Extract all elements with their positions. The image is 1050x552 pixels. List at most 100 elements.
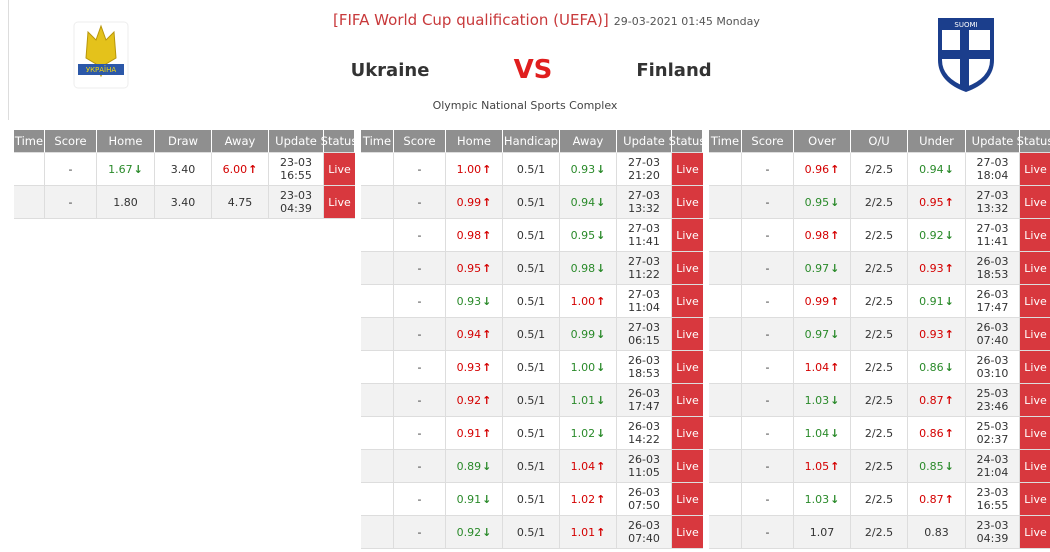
status-cell[interactable]: Live: [1020, 351, 1050, 384]
time-cell: [709, 384, 742, 417]
odds-cell: 2/2.5: [851, 417, 908, 450]
status-cell[interactable]: Live: [324, 153, 355, 186]
status-cell[interactable]: Live: [672, 483, 703, 516]
odds-cell: 23-03 16:55: [269, 153, 324, 186]
status-cell[interactable]: Live: [1020, 483, 1050, 516]
update-time: 11:41: [628, 235, 660, 248]
odds-cell: 0.93: [560, 153, 617, 186]
odds-cell: 0.87: [908, 384, 966, 417]
odds-value: 0.96: [805, 163, 840, 176]
time-cell: [361, 318, 394, 351]
odds-cell: 0.95: [560, 219, 617, 252]
status-cell[interactable]: Live: [1020, 417, 1050, 450]
cell-text: -: [765, 393, 770, 407]
update-time: 11:04: [628, 301, 660, 314]
cell-text: 0.5/1: [516, 360, 546, 374]
column-header: Score: [45, 130, 97, 153]
odds-value: 0.97: [805, 328, 840, 341]
status-cell[interactable]: Live: [1020, 384, 1050, 417]
update-time: 23-03: [280, 189, 312, 202]
column-header: Update: [617, 130, 672, 153]
odds-value: 0.97: [805, 262, 840, 275]
column-header: Status: [669, 130, 705, 153]
live-button: Live: [676, 228, 699, 242]
odds-cell: 0.83: [908, 516, 966, 549]
column-header: Update: [269, 130, 324, 153]
cell-text: -: [765, 459, 770, 473]
odds-value: 1.03: [805, 394, 840, 407]
status-cell[interactable]: Live: [1020, 450, 1050, 483]
cell-text: -: [765, 294, 770, 308]
odds-cell: 4.75: [212, 186, 269, 219]
odds-cell: 2/2.5: [851, 516, 908, 549]
cell-text: -: [765, 525, 770, 539]
update-time: 26-03: [628, 453, 660, 466]
status-cell[interactable]: Live: [1020, 516, 1050, 549]
time-cell: [361, 417, 394, 450]
time-cell: [709, 153, 742, 186]
status-cell[interactable]: Live: [1020, 285, 1050, 318]
status-cell[interactable]: Live: [672, 186, 703, 219]
odds-cell: 1.80: [97, 186, 155, 219]
status-cell[interactable]: Live: [672, 252, 703, 285]
status-cell[interactable]: Live: [1020, 186, 1050, 219]
status-cell[interactable]: Live: [672, 516, 703, 549]
status-cell[interactable]: Live: [672, 417, 703, 450]
status-cell[interactable]: Live: [1020, 153, 1050, 186]
live-button: Live: [676, 261, 699, 275]
odds-value: 0.98: [457, 229, 492, 242]
status-cell[interactable]: Live: [672, 384, 703, 417]
odds-cell: 1.67: [97, 153, 155, 186]
status-cell[interactable]: Live: [1020, 219, 1050, 252]
time-cell: [709, 450, 742, 483]
live-button: Live: [328, 195, 351, 209]
column-header: Status: [1017, 130, 1050, 153]
odds-value: 0.91: [457, 493, 492, 506]
odds-cell: 0.94: [446, 318, 503, 351]
live-button: Live: [1024, 525, 1047, 539]
odds-cell: -: [394, 153, 446, 186]
column-label: Update: [971, 133, 1014, 148]
update-time: 24-03: [976, 453, 1009, 466]
status-cell[interactable]: Live: [672, 450, 703, 483]
time-cell: [361, 153, 394, 186]
update-time: 27-03: [628, 156, 660, 169]
cell-text: 0.5/1: [516, 228, 546, 242]
cell-text: -: [417, 525, 422, 539]
live-button: Live: [1024, 294, 1047, 308]
status-cell[interactable]: Live: [1020, 252, 1050, 285]
odds-cell: -: [742, 252, 794, 285]
odds-value: 0.94: [457, 328, 492, 341]
odds-cell: 1.02: [560, 483, 617, 516]
status-cell[interactable]: Live: [1020, 318, 1050, 351]
odds-value: 0.93: [457, 361, 492, 374]
cell-text: 0.5/1: [516, 261, 546, 275]
status-cell[interactable]: Live: [672, 285, 703, 318]
odds-value: 1.04: [571, 460, 606, 473]
cell-text: -: [765, 195, 770, 209]
cell-text: 2/2.5: [864, 492, 894, 506]
status-cell[interactable]: Live: [672, 318, 703, 351]
odds-cell: 0.97: [794, 252, 851, 285]
odds-cell: 1.01: [560, 516, 617, 549]
odds-cell: 27-03 13:32: [966, 186, 1020, 219]
odds-value: 0.87: [919, 394, 954, 407]
column-label: Score: [751, 133, 784, 148]
odds-value: 1.01: [571, 526, 606, 539]
odds-value: 1.04: [805, 427, 840, 440]
time-cell: [709, 318, 742, 351]
odds-value: 1.00: [457, 163, 492, 176]
status-cell[interactable]: Live: [672, 219, 703, 252]
odds-value: 0.99: [805, 295, 840, 308]
status-cell[interactable]: Live: [672, 351, 703, 384]
odds-cell: -: [394, 285, 446, 318]
status-cell[interactable]: Live: [672, 153, 703, 186]
odds-cell: 0.98: [446, 219, 503, 252]
update-time: 21:20: [628, 169, 660, 182]
cell-text: -: [417, 459, 422, 473]
status-cell[interactable]: Live: [324, 186, 355, 219]
update-time: 26-03: [976, 354, 1009, 367]
column-label: Update: [623, 133, 665, 148]
time-cell: [361, 483, 394, 516]
odds-value: 0.87: [919, 493, 954, 506]
